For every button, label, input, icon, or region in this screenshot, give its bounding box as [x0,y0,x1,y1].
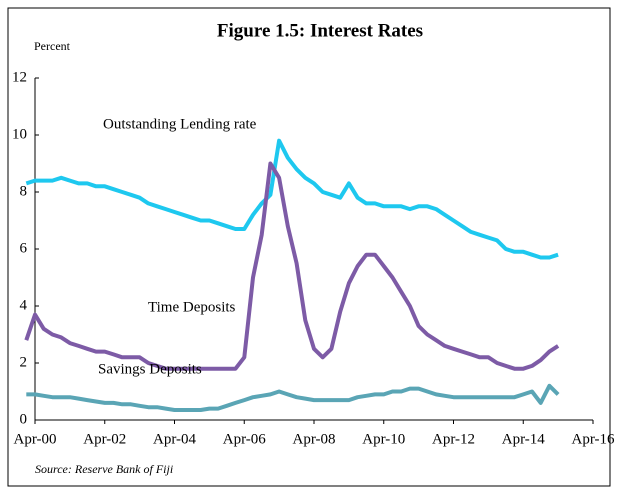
chart-title: Figure 1.5: Interest Rates [217,20,423,41]
x-tick-label: Apr-14 [502,431,546,447]
x-tick-label: Apr-10 [362,431,405,447]
series-label: Time Deposits [148,299,236,315]
x-tick-label: Apr-00 [13,431,56,447]
y-tick-label: 0 [20,411,28,427]
x-tick-label: Apr-04 [153,431,197,447]
series-line [24,161,560,371]
y-tick-label: 4 [20,297,28,313]
y-axis-label: Percent [34,39,71,53]
x-tick-label: Apr-16 [571,431,615,447]
x-tick-label: Apr-06 [223,431,267,447]
frame [7,7,611,487]
x-tick-label: Apr-08 [292,431,335,447]
y-tick-label: 2 [20,354,28,370]
y-tick-label: 12 [12,69,27,85]
series-label: Outstanding Lending rate [103,116,257,132]
x-tick-label: Apr-02 [83,431,126,447]
series-line [25,138,559,260]
series-line [26,383,560,412]
y-tick-label: 6 [20,240,28,256]
source-note: Source: Reserve Bank of Fiji [35,462,173,476]
series-label: Savings Deposits [98,361,202,377]
y-tick-label: 8 [20,183,28,199]
x-tick-label: Apr-12 [432,431,475,447]
y-tick-label: 10 [12,126,27,142]
